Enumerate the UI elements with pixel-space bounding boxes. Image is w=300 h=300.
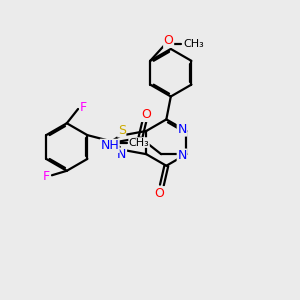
Text: O: O bbox=[155, 187, 165, 200]
Text: S: S bbox=[118, 124, 126, 137]
Text: N: N bbox=[117, 148, 127, 161]
Text: NH: NH bbox=[100, 139, 119, 152]
Text: O: O bbox=[141, 108, 151, 122]
Text: F: F bbox=[43, 170, 50, 183]
Text: CH₃: CH₃ bbox=[129, 138, 149, 148]
Text: O: O bbox=[164, 34, 174, 47]
Text: CH₃: CH₃ bbox=[183, 40, 204, 50]
Text: N: N bbox=[177, 123, 187, 136]
Text: N: N bbox=[177, 149, 187, 162]
Text: F: F bbox=[80, 101, 87, 114]
